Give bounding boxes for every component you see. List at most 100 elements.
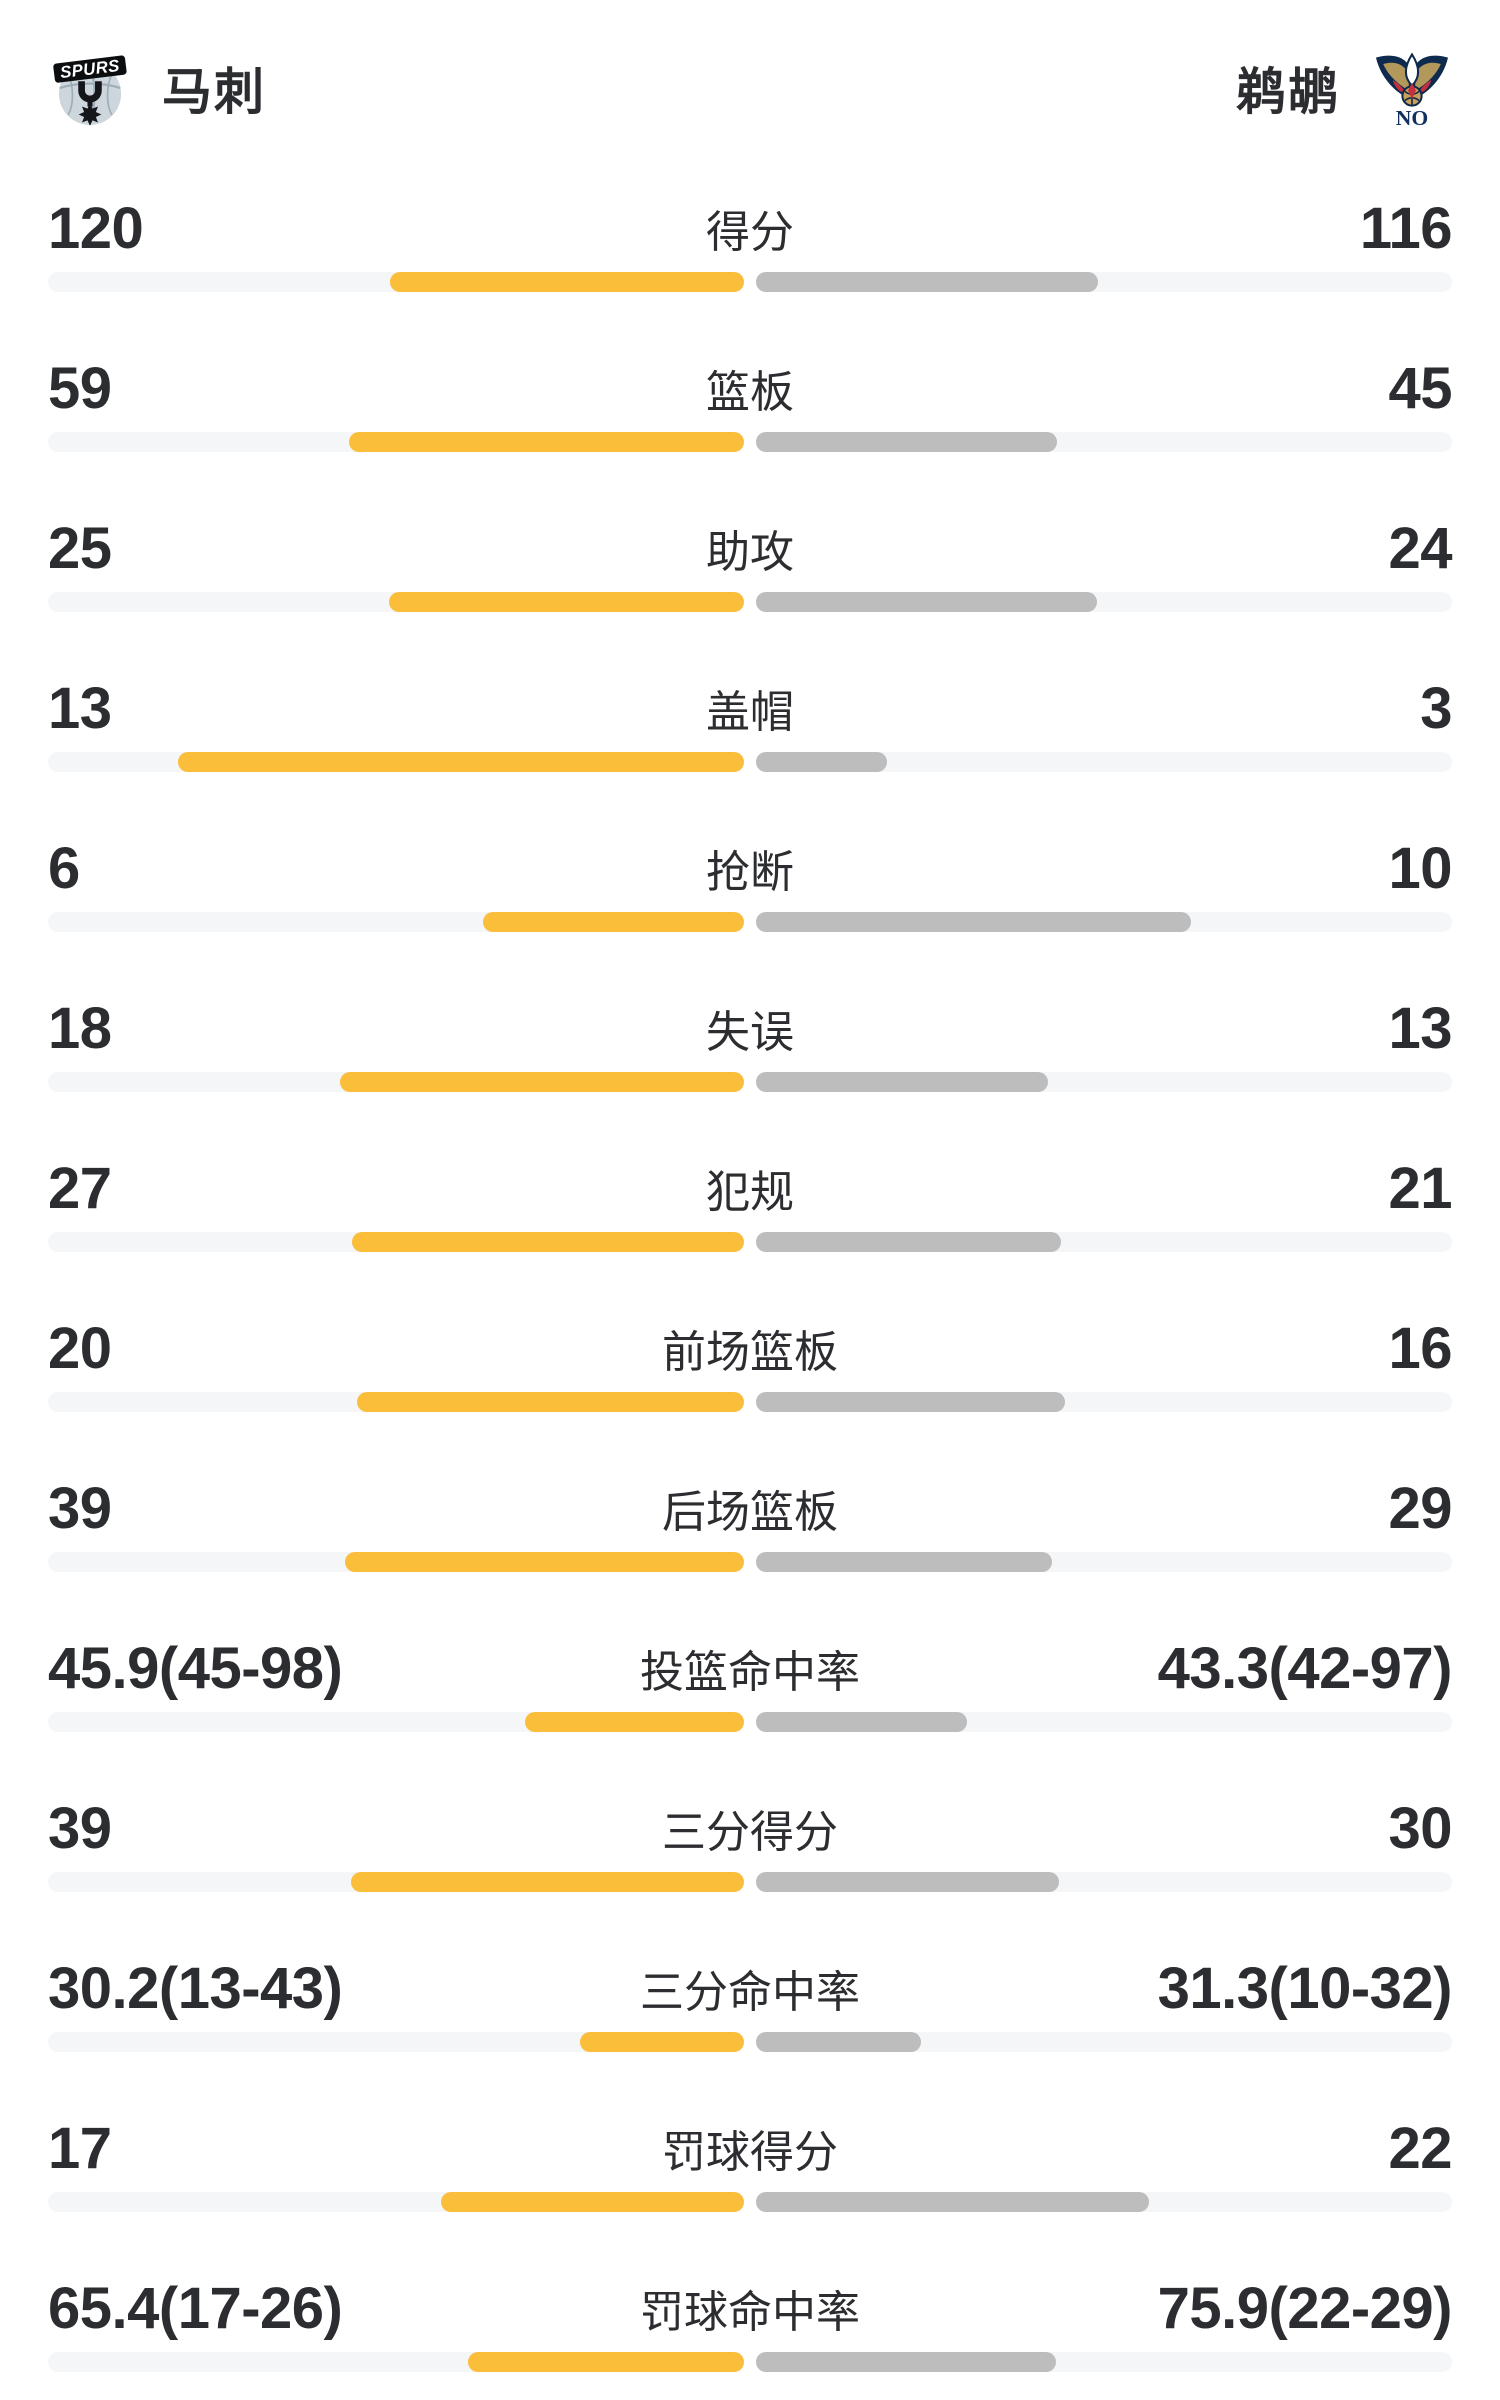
stat-row-values: 17 罚球得分 22 — [48, 2116, 1453, 2181]
stat-label: 三分得分 — [662, 1808, 838, 1857]
away-team-bar-fill — [756, 1712, 967, 1732]
home-team-value: 20 — [48, 1315, 112, 1381]
stat-row: 25 助攻 24 — [48, 468, 1453, 628]
home-team-bar-fill — [389, 592, 744, 612]
away-team-bar-fill — [756, 1392, 1066, 1412]
away-team-value: 30 — [1388, 1795, 1452, 1861]
stat-label: 后场篮板 — [662, 1488, 838, 1537]
stat-label: 犯规 — [706, 1168, 794, 1217]
stat-row: 18 失误 13 — [48, 948, 1453, 1108]
stat-row: 17 罚球得分 22 — [48, 2068, 1453, 2228]
stat-row-values: 25 助攻 24 — [48, 516, 1453, 581]
home-team-value: 59 — [48, 355, 112, 421]
home-team-bar-fill — [580, 2032, 744, 2052]
home-team-value: 13 — [48, 675, 112, 741]
stat-row: 59 篮板 45 — [48, 308, 1453, 468]
stat-row-values: 6 抢断 10 — [48, 836, 1453, 901]
away-team-bar-fill — [756, 2192, 1149, 2212]
home-team-bar-fill — [339, 1072, 744, 1092]
stat-row-bars — [48, 752, 1452, 772]
home-team-bar-track — [48, 1552, 744, 1572]
away-team-bar-fill — [756, 1552, 1053, 1572]
away-team-bar-fill — [756, 2352, 1056, 2372]
away-team-bar-track — [756, 592, 1452, 612]
pelicans-wordmark: NO — [1396, 106, 1428, 128]
stat-row-bars — [48, 1392, 1452, 1412]
stat-row: 39 三分得分 30 — [48, 1748, 1453, 1908]
stat-label: 三分命中率 — [640, 1968, 860, 2017]
home-team-bar-fill — [349, 432, 744, 452]
away-team-bar-fill — [756, 1072, 1048, 1092]
home-team-header[interactable]: SPURS 马刺 — [48, 46, 266, 130]
away-team-bar-fill — [756, 432, 1058, 452]
stat-row: 120 得分 116 — [48, 148, 1453, 308]
home-team-value: 30.2(13-43) — [48, 1955, 343, 2021]
stat-row: 6 抢断 10 — [48, 788, 1453, 948]
home-team-value: 25 — [48, 515, 112, 581]
stat-label: 罚球命中率 — [640, 2288, 860, 2337]
home-team-bar-fill — [350, 1872, 744, 1892]
stat-row-values: 120 得分 116 — [48, 196, 1453, 261]
stat-row-bars — [48, 432, 1452, 452]
stat-row-bars — [48, 1712, 1452, 1732]
stat-row: 45.9(45-98) 投篮命中率 43.3(42-97) — [48, 1588, 1453, 1748]
away-team-bar-track — [756, 752, 1452, 772]
away-team-value: 29 — [1388, 1475, 1452, 1541]
away-team-bar-fill — [756, 592, 1098, 612]
away-team-bar-fill — [756, 1232, 1061, 1252]
away-team-bar-track — [756, 1712, 1452, 1732]
home-team-bar-fill — [178, 752, 744, 772]
away-team-value: 10 — [1388, 835, 1452, 901]
stat-row-bars — [48, 2032, 1452, 2052]
home-team-bar-track — [48, 1392, 744, 1412]
home-team-bar-track — [48, 2032, 744, 2052]
away-team-value: 3 — [1420, 675, 1452, 741]
away-team-value: 16 — [1388, 1315, 1452, 1381]
stat-row-bars — [48, 1232, 1452, 1252]
away-team-header[interactable]: 鹈鹕 NO — [1236, 48, 1452, 128]
stat-row-bars — [48, 1072, 1452, 1092]
stat-label: 失误 — [706, 1008, 794, 1057]
stat-label: 盖帽 — [706, 688, 794, 737]
home-team-value: 6 — [48, 835, 80, 901]
stat-row: 13 盖帽 3 — [48, 628, 1453, 788]
home-team-bar-fill — [467, 2352, 744, 2372]
stat-row-values: 13 盖帽 3 — [48, 676, 1453, 741]
away-team-value: 13 — [1388, 995, 1452, 1061]
away-team-bar-track — [756, 2352, 1452, 2372]
spurs-team-logo-icon[interactable]: SPURS — [48, 46, 132, 130]
home-team-bar-track — [48, 432, 744, 452]
home-team-bar-track — [48, 1712, 744, 1732]
away-team-bar-track — [756, 912, 1452, 932]
away-team-bar-fill — [756, 912, 1191, 932]
stat-row: 27 犯规 21 — [48, 1108, 1453, 1268]
away-team-bar-track — [756, 1232, 1452, 1252]
pelicans-team-logo-icon[interactable]: NO — [1372, 48, 1452, 128]
stat-label: 助攻 — [706, 528, 794, 577]
stat-row-values: 27 犯规 21 — [48, 1156, 1453, 1221]
home-team-bar-track — [48, 1072, 744, 1092]
stat-row-values: 39 三分得分 30 — [48, 1796, 1453, 1861]
stat-row-values: 39 后场篮板 29 — [48, 1476, 1453, 1541]
home-team-value: 17 — [48, 2115, 112, 2181]
stat-row-bars — [48, 1552, 1452, 1572]
stat-row: 30.2(13-43) 三分命中率 31.3(10-32) — [48, 1908, 1453, 2068]
stat-row: 39 后场篮板 29 — [48, 1428, 1453, 1588]
home-team-bar-track — [48, 2192, 744, 2212]
away-team-bar-track — [756, 2032, 1452, 2052]
home-team-name[interactable]: 马刺 — [162, 64, 266, 120]
away-team-value: 116 — [1359, 195, 1453, 261]
header: SPURS 马刺 鹈鹕 NO — [0, 46, 1500, 130]
away-team-value: 45 — [1388, 355, 1452, 421]
away-team-value: 31.3(10-32) — [1157, 1955, 1453, 2021]
home-team-bar-fill — [440, 2192, 744, 2212]
stat-row: 65.4(17-26) 罚球命中率 75.9(22-29) — [48, 2228, 1453, 2388]
away-team-name[interactable]: 鹈鹕 — [1236, 64, 1340, 120]
home-team-bar-fill — [357, 1392, 744, 1412]
stats-list: 120 得分 116 59 篮板 45 — [0, 148, 1500, 2388]
home-team-value: 45.9(45-98) — [48, 1635, 343, 1701]
stat-label: 前场篮板 — [662, 1328, 838, 1377]
stat-row-values: 59 篮板 45 — [48, 356, 1453, 421]
away-team-bar-track — [756, 432, 1452, 452]
